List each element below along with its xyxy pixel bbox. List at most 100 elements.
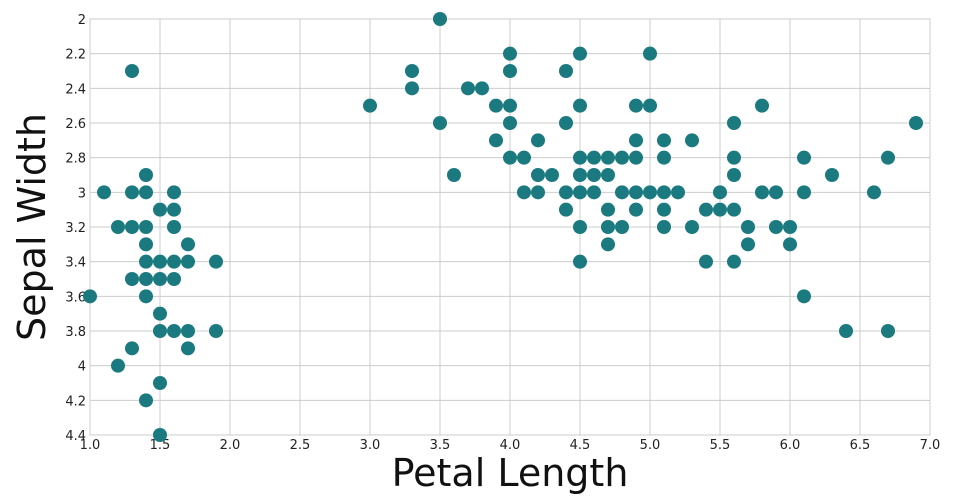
data-point — [503, 98, 517, 113]
data-point — [153, 202, 167, 217]
data-point — [209, 324, 223, 338]
data-point — [783, 220, 797, 234]
data-point — [601, 220, 615, 234]
data-point — [797, 289, 811, 304]
data-point — [559, 185, 573, 200]
data-point — [727, 168, 741, 182]
data-point — [531, 133, 545, 148]
data-point — [671, 185, 685, 200]
data-point — [769, 185, 783, 200]
data-point — [209, 254, 223, 269]
y-axis-label: Sepal Width — [10, 113, 54, 341]
data-point — [363, 98, 377, 113]
x-tick-label: 2.5 — [290, 438, 311, 453]
data-point — [475, 81, 489, 96]
data-point — [881, 324, 895, 338]
data-point — [181, 341, 195, 356]
data-point — [405, 81, 419, 96]
data-point — [657, 150, 671, 165]
data-point — [629, 150, 643, 165]
data-point — [601, 237, 615, 252]
data-point — [559, 64, 573, 78]
data-point — [167, 185, 181, 200]
data-point — [405, 64, 419, 78]
data-point — [461, 81, 475, 96]
x-tick-label: 1.5 — [150, 438, 171, 453]
x-axis-ticks: 1.0 1.5 2.0 2.5 3.0 3.5 4.0 4.5 5.0 5.5 6.0 6.5 7.0 — [80, 438, 941, 453]
data-point — [111, 358, 125, 373]
data-point — [629, 133, 643, 148]
y-tick-label: 4.4 — [65, 429, 86, 444]
y-tick-label: 2.8 — [65, 152, 86, 167]
data-point — [167, 202, 181, 217]
data-point — [167, 272, 181, 286]
data-point — [615, 220, 629, 234]
data-point — [601, 150, 615, 165]
y-tick-label: 4 — [78, 360, 86, 375]
data-point — [881, 150, 895, 165]
x-axis-label: Petal Length — [392, 451, 629, 495]
y-tick-label: 3.8 — [65, 325, 86, 340]
y-tick-label: 3.2 — [65, 221, 86, 236]
data-point — [503, 116, 517, 130]
data-point — [601, 168, 615, 182]
data-point — [699, 202, 713, 217]
data-point — [573, 46, 587, 61]
data-point — [573, 150, 587, 165]
data-point — [587, 150, 601, 165]
data-point — [139, 237, 153, 252]
data-point — [153, 324, 167, 338]
data-point — [587, 168, 601, 182]
data-point — [629, 185, 643, 200]
data-point — [433, 12, 447, 26]
data-point — [153, 306, 167, 321]
data-point — [167, 254, 181, 269]
data-point — [713, 185, 727, 200]
data-point — [825, 168, 839, 182]
data-point — [699, 254, 713, 269]
data-point — [685, 133, 699, 148]
plot-frame — [89, 18, 931, 436]
data-point — [573, 254, 587, 269]
data-point — [755, 185, 769, 200]
data-point — [909, 116, 923, 130]
x-tick-label: 2.0 — [220, 438, 241, 453]
data-point — [167, 324, 181, 338]
data-point — [601, 202, 615, 217]
y-tick-label: 2 — [78, 13, 86, 28]
data-point — [139, 254, 153, 269]
data-point — [125, 220, 139, 234]
data-point — [573, 185, 587, 200]
x-tick-label: 6.0 — [780, 438, 801, 453]
data-point — [139, 220, 153, 234]
data-point — [629, 98, 643, 113]
data-point — [545, 168, 559, 182]
y-tick-label: 2.4 — [65, 82, 86, 97]
x-tick-label: 4.0 — [500, 438, 521, 453]
data-point — [657, 185, 671, 200]
data-point — [839, 324, 853, 338]
y-tick-label: 3 — [78, 186, 86, 201]
data-point — [125, 185, 139, 200]
data-point — [503, 150, 517, 165]
data-point — [657, 220, 671, 234]
data-point — [783, 237, 797, 252]
y-axis-ticks: 2 2.2 2.4 2.6 2.8 3 3.2 3.4 3.6 3.8 4 4.2 4.4 — [65, 13, 86, 444]
data-point — [181, 324, 195, 338]
data-point — [741, 220, 755, 234]
x-tick-label: 4.5 — [570, 438, 591, 453]
data-point — [755, 98, 769, 113]
data-point — [643, 98, 657, 113]
data-point — [433, 116, 447, 130]
data-point — [685, 220, 699, 234]
data-point — [587, 185, 601, 200]
data-point — [503, 46, 517, 61]
data-point — [153, 428, 167, 442]
data-point — [517, 185, 531, 200]
data-point — [83, 289, 97, 304]
y-tick-label: 2.2 — [65, 48, 86, 63]
x-tick-label: 5.0 — [640, 438, 661, 453]
data-point — [153, 254, 167, 269]
data-point — [181, 237, 195, 252]
